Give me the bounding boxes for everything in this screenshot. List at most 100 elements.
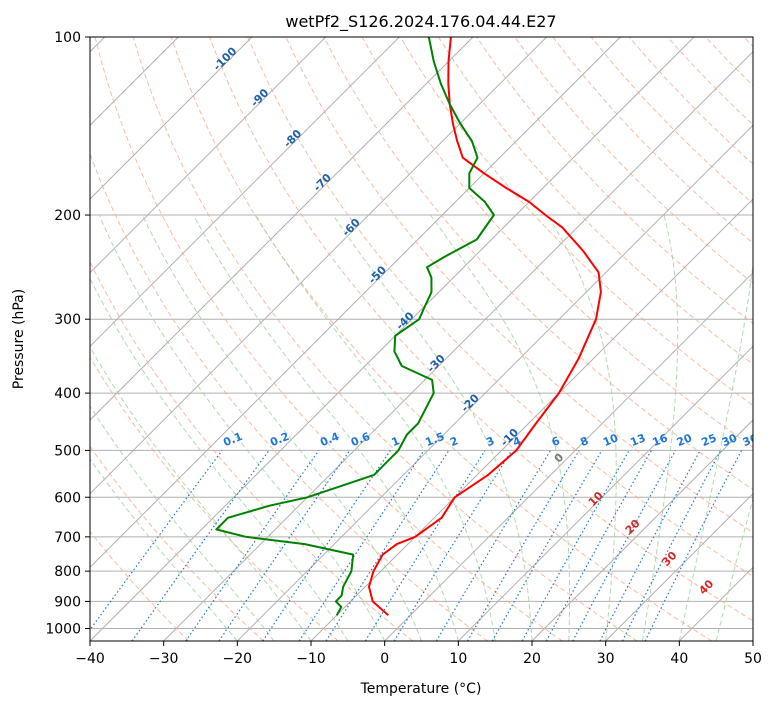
moist-adiabat-label: 20 bbox=[623, 517, 643, 537]
moist-adiabat-line bbox=[255, 214, 496, 641]
x-tick-label: 20 bbox=[523, 651, 541, 667]
dry-adiabat-label: -80 bbox=[281, 127, 304, 150]
mixing-ratio-label: 16 bbox=[651, 431, 670, 449]
mixing-ratio-line bbox=[90, 450, 223, 631]
y-tick-label: 200 bbox=[54, 208, 81, 224]
moist-adiabat-line bbox=[332, 214, 533, 641]
moist-adiabat-line bbox=[98, 214, 386, 641]
dry-adiabat-line bbox=[705, 37, 753, 87]
dewpoint-profile-line bbox=[215, 37, 495, 616]
moist-adiabat-label: 10 bbox=[586, 489, 606, 509]
mixing-ratio-label: 13 bbox=[628, 431, 647, 449]
x-tick-label: 50 bbox=[744, 651, 762, 667]
moist-adiabat-label: 0 bbox=[552, 450, 567, 465]
isotherm-line bbox=[90, 37, 327, 274]
y-tick-label: 900 bbox=[54, 594, 81, 610]
mixing-ratio-line bbox=[435, 450, 552, 641]
mixing-ratio-label: 36 bbox=[741, 431, 760, 449]
isotherm-line bbox=[90, 37, 253, 200]
plot-frame bbox=[89, 36, 754, 642]
isotherm-line bbox=[90, 37, 695, 641]
moist-adiabat-line bbox=[90, 346, 312, 641]
moist-adiabat-line bbox=[141, 214, 422, 641]
dry-adiabat-line bbox=[667, 37, 753, 126]
y-tick-label: 400 bbox=[54, 386, 81, 402]
y-tick-label: 600 bbox=[54, 490, 81, 506]
dry-adiabat-label: -60 bbox=[340, 216, 363, 239]
isotherm-line bbox=[678, 566, 753, 641]
dry-adiabat-line bbox=[514, 37, 753, 284]
mixing-ratio-label: 30 bbox=[720, 431, 739, 449]
moist-adiabat-line bbox=[90, 405, 275, 641]
isotherm-line bbox=[457, 345, 753, 641]
dry-adiabat-label: -100 bbox=[211, 44, 240, 73]
mixing-ratio-label: 0.4 bbox=[318, 430, 341, 449]
moist-adiabat-label: 40 bbox=[696, 577, 716, 597]
mixing-ratio-label: 2 bbox=[448, 434, 460, 449]
mixing-ratio-line bbox=[131, 450, 270, 641]
mixing-ratio-label: 8 bbox=[578, 434, 590, 449]
mixing-ratio-label: 0.6 bbox=[349, 430, 372, 449]
x-tick-label: 30 bbox=[597, 651, 615, 667]
moist-adiabat-line bbox=[90, 458, 238, 641]
mixing-ratio-line bbox=[572, 450, 677, 641]
x-axis-label: Temperature (°C) bbox=[360, 681, 482, 697]
x-tick-label: 10 bbox=[449, 651, 467, 667]
mixing-ratio-line bbox=[298, 450, 425, 641]
isotherm-line bbox=[310, 198, 753, 641]
mixing-ratio-line bbox=[262, 450, 391, 641]
mixing-ratio-line bbox=[644, 450, 743, 641]
dry-adiabat-line bbox=[323, 37, 753, 491]
moist-adiabat-line bbox=[192, 214, 459, 641]
dry-adiabat-line bbox=[209, 37, 753, 622]
x-tick-label: 0 bbox=[380, 651, 389, 667]
mixing-ratio-label: 20 bbox=[675, 431, 694, 449]
isotherm-line bbox=[90, 37, 474, 421]
y-tick-label: 700 bbox=[54, 530, 81, 546]
isotherm-line bbox=[90, 37, 400, 348]
mixing-ratio-label: 0.2 bbox=[268, 430, 291, 449]
isotherm-line bbox=[531, 419, 753, 641]
mixing-ratio-line bbox=[466, 450, 580, 641]
temperature-profile-line bbox=[368, 37, 602, 617]
dry-adiabat-line bbox=[90, 530, 190, 641]
mixing-ratio-line bbox=[393, 450, 513, 641]
mixing-ratio-line bbox=[218, 450, 351, 641]
y-tick-label: 1000 bbox=[45, 621, 81, 637]
isotherm-line bbox=[384, 271, 753, 641]
y-tick-label: 100 bbox=[54, 30, 81, 46]
y-tick-label: 800 bbox=[54, 564, 81, 580]
mixing-ratio-line bbox=[185, 450, 320, 641]
dry-adiabat-line bbox=[90, 445, 264, 641]
moist-adiabat-line bbox=[715, 496, 753, 641]
moist-adiabat-line bbox=[546, 214, 617, 641]
x-tick-label: −40 bbox=[75, 651, 105, 667]
mixing-ratio-line bbox=[325, 450, 450, 641]
mixing-ratio-label: 3 bbox=[484, 434, 496, 449]
chart-title: wetPf2_S126.2024.176.04.44.E27 bbox=[285, 12, 556, 32]
mixing-ratio-label: 1 bbox=[390, 434, 402, 449]
dry-adiabat-line bbox=[94, 37, 563, 641]
mixing-ratio-line bbox=[521, 450, 630, 641]
profiles bbox=[215, 37, 602, 617]
dry-adiabat-line bbox=[90, 152, 488, 641]
x-tick-label: 40 bbox=[670, 651, 688, 667]
dry-adiabat-line bbox=[743, 37, 753, 48]
dry-adiabat-line bbox=[247, 37, 753, 577]
dry-adiabat-line bbox=[437, 37, 753, 365]
isotherm-line bbox=[236, 124, 753, 641]
y-tick-label: 500 bbox=[54, 443, 81, 459]
x-tick-label: −10 bbox=[296, 651, 326, 667]
moist-adiabat-line bbox=[642, 214, 679, 641]
dry-adiabat-line bbox=[132, 37, 638, 641]
moist-adiabat-label: 30 bbox=[659, 549, 679, 569]
isotherm-line bbox=[90, 37, 621, 569]
mixing-ratio-label: 25 bbox=[699, 431, 718, 449]
dry-adiabat-line bbox=[590, 37, 753, 205]
isotherm-line bbox=[605, 492, 753, 641]
x-tick-label: −30 bbox=[149, 651, 179, 667]
dry-adiabat-line bbox=[90, 356, 339, 641]
isotherm-line bbox=[90, 37, 548, 495]
mixing-ratio-label: 1.5 bbox=[423, 430, 446, 449]
